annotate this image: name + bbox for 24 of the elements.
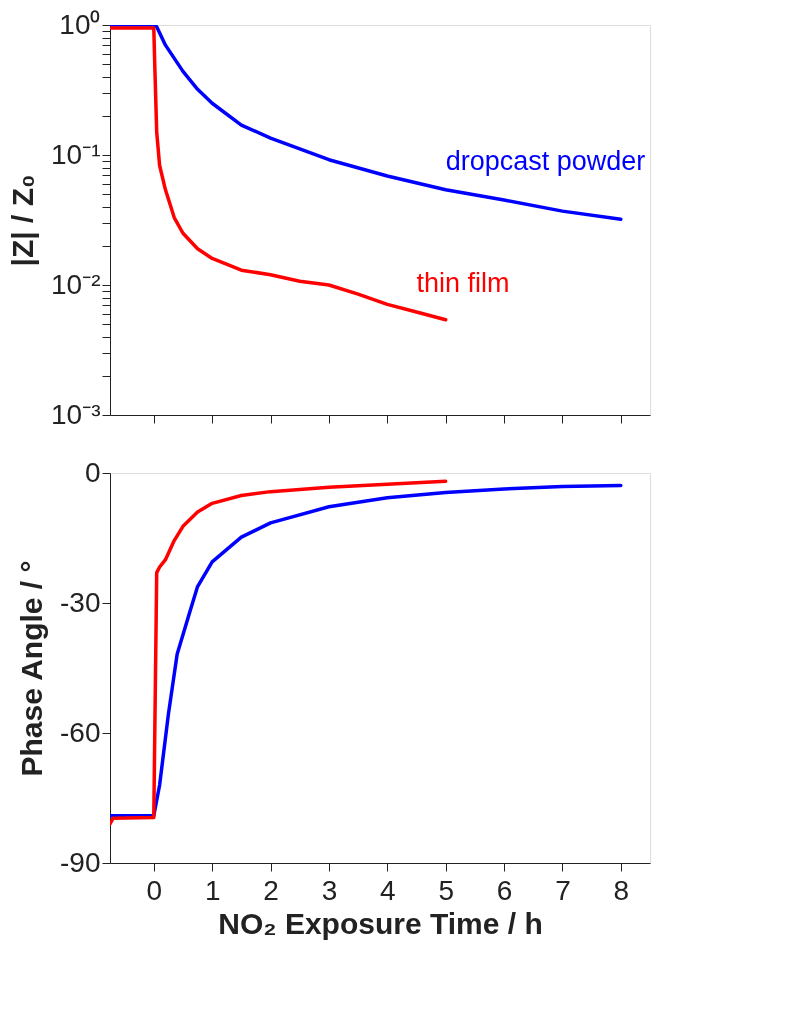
- y-tick-label: 10⁰: [59, 8, 101, 40]
- x-tick-label: 4: [380, 874, 396, 906]
- y-tick-label: -90: [60, 846, 101, 878]
- x-tick-label: 7: [555, 874, 571, 906]
- x-axis-title: NO₂ Exposure Time / h: [218, 906, 543, 940]
- x-tick-label: 0: [146, 874, 163, 906]
- y-tick-label: 10⁻²: [51, 268, 101, 300]
- annotation: dropcast powder: [445, 145, 646, 176]
- x-tick-label: 3: [321, 874, 338, 906]
- x-tick-label: 1: [204, 874, 221, 906]
- y-tick-label: -60: [60, 716, 101, 748]
- line-series: [110, 479, 448, 826]
- y-tick-label: 0: [84, 456, 101, 488]
- y-tick-label: 10⁻¹: [51, 138, 101, 170]
- line-series: [110, 483, 623, 818]
- y-axis-title: Phase Angle / °: [15, 560, 49, 777]
- annotation: thin film: [416, 267, 510, 298]
- x-tick-label: 2: [263, 874, 279, 906]
- y-axis-title: |Z| / Z₀: [6, 174, 40, 267]
- x-tick-label: 6: [496, 874, 513, 906]
- y-tick-label: 10⁻³: [51, 398, 101, 430]
- x-tick-label: 5: [438, 874, 454, 906]
- y-tick-label: -30: [60, 586, 101, 618]
- x-tick-label: 8: [613, 874, 630, 906]
